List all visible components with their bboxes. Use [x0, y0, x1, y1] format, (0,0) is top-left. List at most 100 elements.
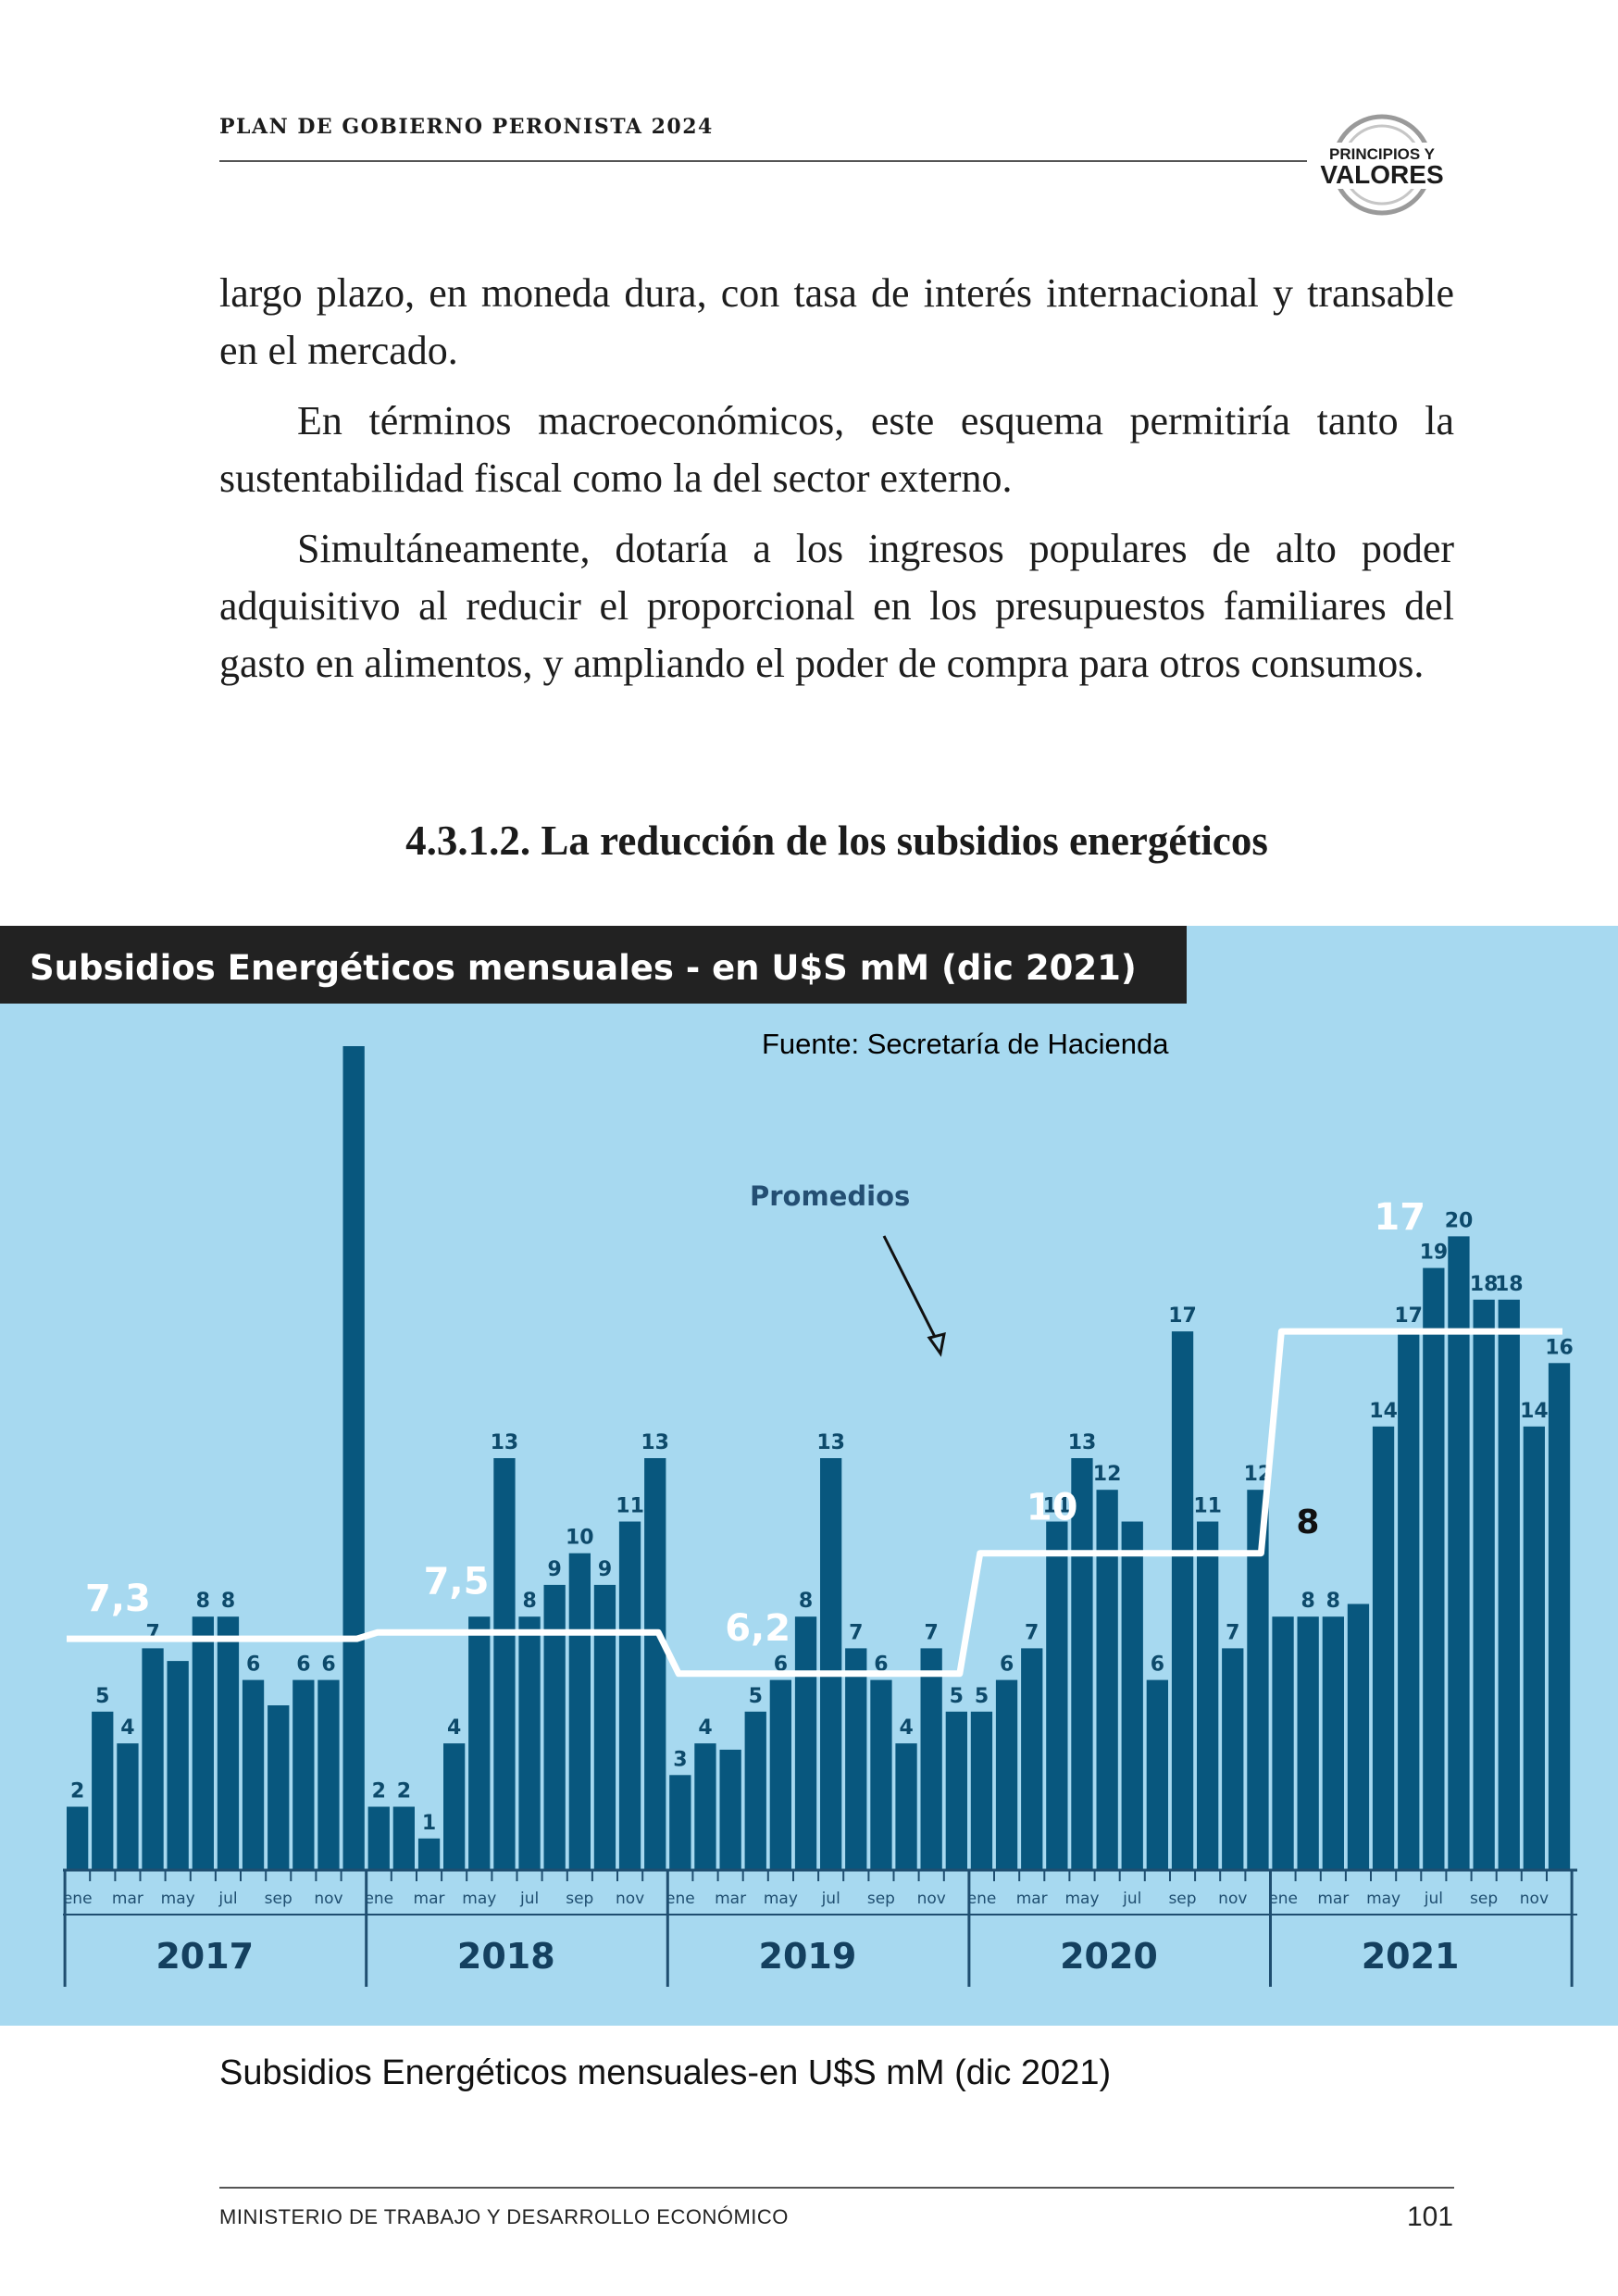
year-label-2021: 2021	[1362, 1936, 1460, 1977]
bar-2021-9	[1473, 1299, 1495, 1870]
promedios-annotation: Promedios	[750, 1180, 910, 1212]
bar-value-label: 6	[321, 1653, 335, 1677]
month-tick-label: ene	[364, 1890, 393, 1908]
average-label-2019: 6,2	[725, 1607, 790, 1650]
bar-value-label: 14	[1520, 1400, 1549, 1423]
bar-value-label: 6	[1151, 1653, 1164, 1677]
bar-2020-3	[1021, 1648, 1043, 1870]
bar-value-label: 13	[491, 1431, 519, 1454]
bar-2017-7	[217, 1616, 240, 1870]
bar-value-label: 16	[1545, 1336, 1574, 1359]
bar-2020-9	[1171, 1331, 1194, 1870]
paragraph-3: Simultáneamente, dotaría a los ingresos …	[219, 526, 1454, 686]
bar-2019-5	[769, 1679, 791, 1870]
paragraph-1: largo plazo, en moneda dura, con tasa de…	[219, 270, 1454, 373]
bar-value-label: 4	[899, 1716, 913, 1740]
bar-2017-6	[192, 1616, 214, 1870]
month-tick-label: nov	[616, 1890, 644, 1908]
year-label-2018: 2018	[457, 1936, 555, 1977]
bar-2018-10	[593, 1584, 616, 1870]
bar-value-label: 14	[1369, 1400, 1398, 1423]
bar-2017-1	[67, 1806, 89, 1870]
month-tick-label: jul	[821, 1890, 840, 1908]
running-header-title: PLAN DE GOBIERNO PERONISTA 2024	[219, 115, 714, 139]
bar-2019-7	[820, 1458, 842, 1870]
bar-value-label: 2	[70, 1780, 84, 1803]
bar-value-label: 13	[641, 1431, 669, 1454]
section-heading: 4.3.1.2. La reducción de los subsidios e…	[405, 817, 1268, 864]
bar-value-label: 13	[1068, 1431, 1097, 1454]
bar-value-label: 9	[548, 1558, 562, 1581]
bar-value-label: 7	[1226, 1621, 1239, 1644]
bar-value-label: 5	[975, 1685, 989, 1708]
bar-2018-8	[543, 1584, 566, 1870]
bar-2021-3	[1322, 1616, 1344, 1870]
month-tick-label: ene	[967, 1890, 997, 1908]
bar-value-label: 8	[221, 1590, 235, 1613]
bar-2020-10	[1197, 1521, 1219, 1870]
bar-value-label: 4	[447, 1716, 461, 1740]
month-tick-label: nov	[1218, 1890, 1247, 1908]
bar-value-label: 2	[372, 1780, 386, 1803]
month-tick-label: sep	[1168, 1890, 1196, 1908]
bar-value-label: 4	[120, 1716, 134, 1740]
bar-2017-2	[92, 1711, 114, 1870]
month-tick-label: ene	[666, 1890, 695, 1908]
bar-value-label: 7	[849, 1621, 863, 1644]
chart-title: Subsidios Energéticos mensuales - en U$S…	[30, 948, 1137, 988]
bar-2021-8	[1448, 1236, 1470, 1870]
average-label-2021: 17	[1374, 1196, 1425, 1239]
bar-2018-4	[443, 1743, 466, 1870]
average-label-2020: 10	[1027, 1487, 1078, 1529]
bar-2018-9	[568, 1553, 591, 1870]
bar-2018-6	[493, 1458, 516, 1870]
bar-2017-3	[117, 1743, 139, 1870]
month-tick-label: may	[462, 1890, 496, 1908]
month-tick-label: jul	[519, 1890, 539, 1908]
bar-2017-11	[317, 1679, 340, 1870]
bar-value-label: 5	[950, 1685, 964, 1708]
month-tick-label: jul	[218, 1890, 237, 1908]
bar-2021-12	[1548, 1363, 1571, 1870]
bar-value-label: 8	[799, 1590, 813, 1613]
month-tick-label: mar	[715, 1890, 746, 1908]
bar-2019-10	[895, 1743, 917, 1870]
month-tick-label: may	[1064, 1890, 1099, 1908]
bar-value-label: 1	[422, 1812, 436, 1835]
paragraph-2: En términos macroeconómicos, este esquem…	[219, 398, 1454, 501]
footer-ministry: MINISTERIO DE TRABAJO Y DESARROLLO ECONÓ…	[219, 2205, 789, 2228]
bar-value-label: 6	[296, 1653, 310, 1677]
bar-2019-6	[794, 1616, 817, 1870]
bar-value-label: 8	[1326, 1590, 1340, 1613]
year-label-2017: 2017	[156, 1936, 254, 1977]
bar-value-label: 6	[1000, 1653, 1014, 1677]
bar-2020-12	[1247, 1490, 1269, 1870]
bar-2018-5	[468, 1616, 491, 1870]
bar-2020-4	[1046, 1521, 1068, 1870]
bar-2019-2	[694, 1743, 716, 1870]
bar-2019-3	[719, 1749, 741, 1870]
bar-2020-2	[995, 1679, 1018, 1870]
bar-2019-8	[845, 1648, 867, 1870]
bar-2018-11	[618, 1521, 641, 1870]
bar-value-label: 5	[95, 1685, 109, 1708]
month-tick-label: may	[161, 1890, 195, 1908]
bar-value-label: 7	[925, 1621, 939, 1644]
bar-2017-4	[142, 1648, 164, 1870]
bar-2018-2	[392, 1806, 415, 1870]
bar-2020-5	[1071, 1458, 1093, 1870]
bar-2018-3	[417, 1838, 441, 1870]
logo-line1: PRINCIPIOS Y	[1329, 145, 1436, 163]
bar-value-label: 11	[1043, 1495, 1072, 1518]
logo-text-backing	[1318, 143, 1446, 189]
bar-value-label: 20	[1445, 1209, 1474, 1232]
average-line	[67, 1328, 1562, 1678]
bar-2017-12	[342, 1046, 365, 1870]
bar-2017-5	[167, 1661, 189, 1870]
year-label-2019: 2019	[759, 1936, 857, 1977]
bar-2020-1	[970, 1711, 993, 1870]
bar-2020-11	[1222, 1648, 1244, 1870]
header-rule	[219, 160, 1307, 162]
chart-source: Fuente: Secretaría de Hacienda	[762, 1028, 1169, 1060]
month-tick-label: mar	[1016, 1890, 1048, 1908]
